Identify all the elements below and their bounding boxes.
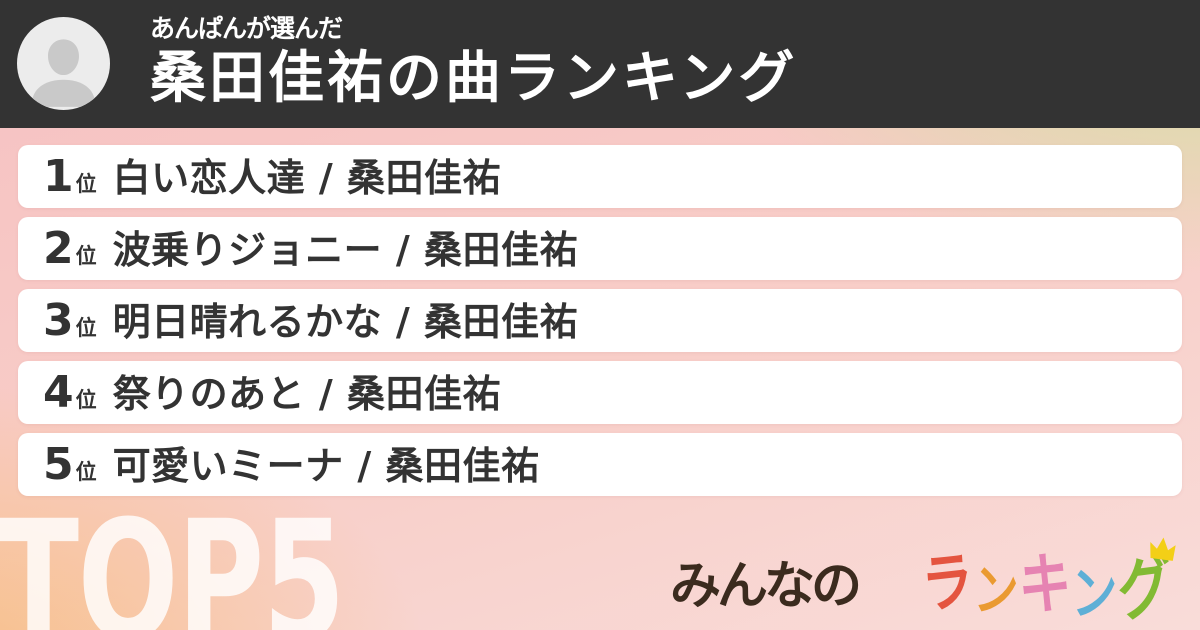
person-icon [32,39,95,107]
ranking-row-2: 2位 波乗りジョニー / 桑田佳祐 [18,217,1182,280]
logo-main: ラ ン キ ン グ [919,537,1176,630]
song-label: 可愛いミーナ / 桑田佳祐 [112,444,540,488]
rank-number: 4 [43,367,74,418]
ranking-row-4: 4位 祭りのあと / 桑田佳祐 [18,361,1182,424]
avatar [17,17,110,110]
logo-char: キ [1016,543,1074,626]
rank-suffix: 位 [75,172,97,196]
rank-suffix: 位 [75,460,97,484]
rank-suffix: 位 [75,316,97,340]
header-bar: あんぱんが選んだ 桑田佳祐の曲ランキング [0,0,1200,128]
ranking-list: 1位 白い恋人達 / 桑田佳祐 2位 波乗りジョニー / 桑田佳祐 3位 明日晴れるか… [18,145,1182,505]
logo-char: ン [1070,558,1119,628]
logo-char: ン [972,558,1020,625]
ranking-row-3: 3位 明日晴れるかな / 桑田佳祐 [18,289,1182,352]
rank-number: 5 [43,439,74,490]
logo-char: グ [1115,537,1176,630]
top5-watermark: TOP5 [0,485,345,630]
rank-suffix: 位 [75,244,97,268]
song-label: 白い恋人達 / 桑田佳祐 [112,156,501,200]
crown-icon [1150,537,1176,561]
rank-suffix: 位 [75,388,97,412]
rank-number: 1 [43,151,74,202]
ranking-author-subtitle: あんぱんが選んだ [150,14,343,43]
ranking-row-5: 5位 可愛いミーナ / 桑田佳祐 [18,433,1182,496]
rank-number: 3 [43,295,74,346]
minna-no-ranking-logo: みんなの ラ ン キ ン グ [669,537,1176,630]
header-text: あんぱんが選んだ 桑田佳祐の曲ランキング [150,13,797,112]
ranking-page-title: 桑田佳祐の曲ランキング [150,45,798,111]
ranking-row-1: 1位 白い恋人達 / 桑田佳祐 [18,145,1182,208]
song-label: 波乗りジョニー / 桑田佳祐 [112,228,578,272]
rank-number: 2 [43,223,74,274]
logo-char: ラ [919,544,976,624]
song-label: 祭りのあと / 桑田佳祐 [112,372,501,416]
song-label: 明日晴れるかな / 桑田佳祐 [112,300,578,344]
logo-prefix: みんなの [669,557,862,616]
